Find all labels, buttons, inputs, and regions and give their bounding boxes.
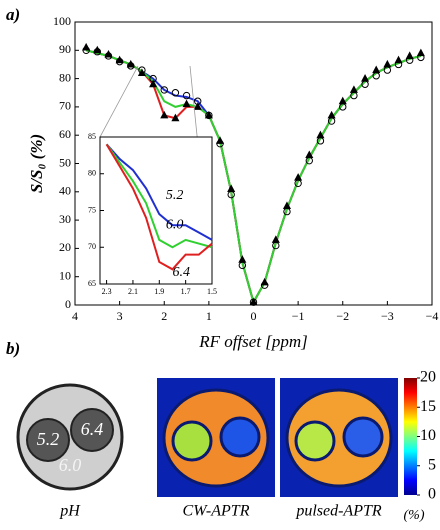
- y-axis-label: S/S₀ (%): [27, 134, 46, 193]
- x-tick-label: 1.7: [181, 287, 191, 296]
- phantom-label: 6.4: [81, 419, 104, 439]
- marker: [316, 130, 325, 139]
- marker: [305, 150, 314, 159]
- marker: [294, 173, 303, 181]
- panel-label: a): [6, 5, 20, 24]
- marker: [104, 49, 113, 58]
- colorbar-tick-label: 10: [420, 427, 436, 444]
- marker: [126, 59, 135, 68]
- x-tick-label: 3: [117, 309, 123, 323]
- marker: [82, 42, 91, 51]
- x-tick-label: 0: [251, 309, 257, 323]
- marker: [282, 201, 292, 209]
- x-tick-label: −2: [336, 309, 349, 323]
- line: [105, 143, 213, 249]
- colorbar: (%) 0 5 10 15 20: [404, 369, 437, 524]
- marker: [193, 102, 202, 110]
- x-tick-label: 2.1: [128, 287, 138, 296]
- marker: [160, 110, 169, 119]
- series-label: 6.0: [166, 217, 184, 232]
- colorbar-tick-label: 5: [428, 456, 436, 473]
- marker: [383, 59, 392, 68]
- y-tick-label: 100: [53, 14, 71, 28]
- y-tick-label: 90: [59, 42, 71, 56]
- panel-label: b): [6, 339, 20, 358]
- phantom: 5.2 6.4 6.0 pH: [16, 383, 124, 520]
- x-tick-label: −1: [292, 309, 305, 323]
- y-tick-label: 20: [59, 240, 71, 254]
- series-label: 5.2: [166, 188, 184, 203]
- marker: [227, 184, 236, 192]
- y-tick-label: 75: [88, 205, 96, 214]
- marker: [215, 136, 225, 144]
- caption: pH: [59, 503, 81, 520]
- x-tick-label: 2.3: [102, 287, 112, 296]
- marker: [182, 99, 191, 108]
- marker: [361, 74, 370, 82]
- colorbar-unit: (%): [404, 508, 425, 523]
- marker: [249, 297, 258, 306]
- marker: [349, 85, 358, 93]
- map: CW-APTR: [157, 378, 275, 520]
- y-tick-label: 30: [59, 212, 71, 226]
- y-tick-label: 80: [88, 169, 96, 178]
- marker: [260, 277, 269, 286]
- x-tick-label: 2: [161, 309, 167, 323]
- y-tick-label: 10: [59, 268, 71, 282]
- line: [105, 143, 213, 241]
- marker: [394, 55, 403, 64]
- y-tick-label: 65: [88, 279, 96, 288]
- y-tick-label: 85: [88, 132, 96, 141]
- y-tick-label: 40: [59, 184, 71, 198]
- line: [105, 143, 213, 271]
- marker: [182, 91, 191, 100]
- x-tick-label: −4: [426, 309, 439, 323]
- colorbar-tick-label: 15: [420, 398, 436, 415]
- series-label: 6.4: [172, 265, 190, 280]
- x-tick-label: 1: [206, 309, 212, 323]
- inset-plot: 2.3 2.1 1.9 1.7 1.5 65 70 75 80 85 5.2 6.0 6.4: [88, 132, 217, 296]
- x-tick-label: −3: [381, 309, 394, 323]
- y-tick-label: 0: [65, 297, 71, 311]
- marker: [405, 51, 414, 59]
- phantom-label: 6.0: [59, 455, 82, 475]
- marker: [149, 79, 158, 88]
- zoom-line: [99, 65, 139, 138]
- y-tick-label: 80: [59, 70, 71, 84]
- phantom-label: 5.2: [37, 429, 60, 449]
- colorbar-tick-label: 0: [428, 486, 436, 503]
- y-tick-label: 70: [59, 99, 71, 113]
- colorbar-gradient: [404, 378, 417, 495]
- marker: [160, 86, 168, 94]
- marker: [204, 110, 213, 119]
- x-tick-label: 1.5: [207, 287, 217, 296]
- x-tick-label: 4: [72, 309, 78, 323]
- marker: [137, 68, 146, 76]
- marker: [171, 89, 180, 97]
- y-tick-label: 60: [59, 127, 71, 141]
- x-tick-label: 1.9: [154, 287, 164, 296]
- colorbar-tick-label: 20: [420, 369, 436, 386]
- caption: CW-APTR: [183, 503, 250, 520]
- marker: [115, 55, 124, 64]
- marker: [93, 45, 102, 54]
- y-tick-label: 70: [88, 242, 96, 251]
- marker: [271, 235, 280, 243]
- marker: [416, 48, 425, 57]
- x-axis-label: RF offset [ppm]: [198, 332, 308, 351]
- marker: [372, 65, 381, 74]
- marker: [327, 110, 336, 119]
- y-tick-label: 50: [59, 155, 71, 169]
- marker: [238, 255, 247, 263]
- caption: pulsed-APTR: [295, 503, 382, 520]
- map: pulsed-APTR: [280, 378, 398, 520]
- marker: [338, 96, 347, 105]
- marker: [171, 113, 180, 122]
